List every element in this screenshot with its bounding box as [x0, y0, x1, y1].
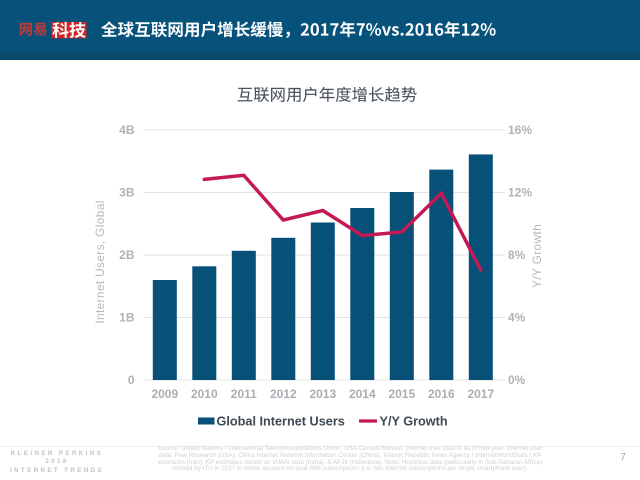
svg-text:2017: 2017	[467, 387, 494, 401]
svg-text:2015: 2015	[388, 387, 415, 401]
svg-text:4B: 4B	[119, 123, 135, 137]
svg-text:Global Internet Users: Global Internet Users	[217, 415, 345, 429]
svg-text:2009: 2009	[151, 387, 178, 401]
svg-text:3B: 3B	[119, 186, 135, 200]
svg-text:4%: 4%	[508, 311, 526, 325]
svg-text:12%: 12%	[508, 186, 532, 200]
svg-text:2010: 2010	[191, 387, 218, 401]
svg-text:Internet Users, Global: Internet Users, Global	[93, 200, 107, 323]
svg-text:Y/Y Growth: Y/Y Growth	[380, 415, 448, 429]
svg-text:0: 0	[128, 373, 135, 387]
svg-text:16%: 16%	[508, 123, 532, 137]
svg-text:8%: 8%	[508, 248, 526, 262]
svg-text:2012: 2012	[270, 387, 297, 401]
svg-text:2016: 2016	[428, 387, 455, 401]
svg-text:2011: 2011	[231, 387, 257, 401]
svg-text:2014: 2014	[349, 387, 376, 401]
svg-text:2B: 2B	[119, 248, 135, 262]
svg-text:0%: 0%	[508, 373, 526, 387]
svg-text:Y/Y Growth: Y/Y Growth	[530, 224, 544, 288]
svg-text:2013: 2013	[309, 387, 336, 401]
svg-text:1B: 1B	[119, 311, 135, 325]
